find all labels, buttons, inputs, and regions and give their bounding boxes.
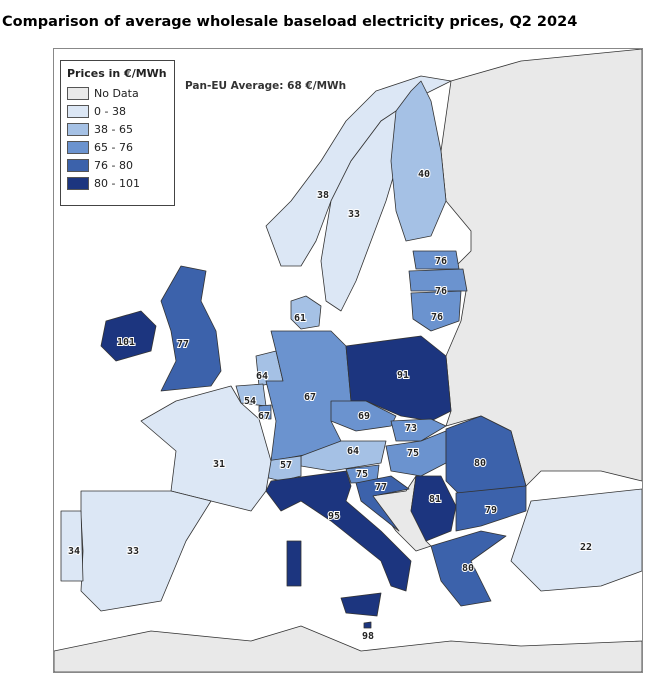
- label-poland: 91: [397, 370, 409, 381]
- country-labels: 38 33 40 76 76 76 61 101 77 64 54 67 67 …: [67, 168, 593, 643]
- legend-swatch: [67, 140, 89, 154]
- country-czechia: [330, 400, 397, 432]
- country-serbia: [410, 475, 457, 542]
- legend-label: 80 - 101: [94, 176, 140, 190]
- country-italy: [340, 592, 382, 617]
- label-lithuania: 76: [431, 312, 443, 323]
- legend-swatch: [67, 104, 89, 118]
- country-malta: [363, 621, 372, 629]
- label-france: 31: [213, 459, 225, 470]
- label-turkey: 22: [580, 542, 592, 553]
- no-data-land-east: [440, 49, 642, 487]
- country-portugal: [60, 510, 84, 582]
- europe-map: 38 33 40 76 76 76 61 101 77 64 54 67 67 …: [54, 49, 642, 672]
- country-denmark: [290, 295, 322, 330]
- country-ireland: [100, 310, 157, 362]
- label-netherlands: 64: [256, 371, 268, 382]
- label-austria: 64: [347, 446, 359, 457]
- legend-swatch: [67, 122, 89, 136]
- country-lithuania: [410, 290, 462, 332]
- country-sweden: [320, 110, 402, 312]
- legend-item-80-101: 80 - 101: [67, 174, 168, 192]
- label-luxembourg: 67: [258, 411, 270, 422]
- label-czechia: 69: [358, 411, 370, 422]
- label-sweden: 33: [348, 209, 360, 220]
- label-ireland: 101: [117, 337, 135, 348]
- country-france: [140, 385, 272, 512]
- legend-label: 76 - 80: [94, 158, 133, 172]
- legend-label: 0 - 38: [94, 104, 126, 118]
- map-title: Comparison of average wholesale baseload…: [2, 14, 578, 30]
- label-uk: 77: [177, 339, 189, 350]
- legend-item-0-38: 0 - 38: [67, 102, 168, 120]
- label-serbia: 81: [429, 494, 441, 505]
- country-latvia: [408, 268, 468, 292]
- legend-item-76-80: 76 - 80: [67, 156, 168, 174]
- legend-title: Prices in €/MWh: [67, 67, 167, 80]
- label-slovenia: 75: [356, 469, 368, 480]
- country-luxembourg: [258, 404, 272, 420]
- label-switzerland: 57: [280, 460, 292, 471]
- country-slovakia: [390, 418, 447, 442]
- country-greece: [430, 530, 507, 607]
- country-uk: [160, 265, 222, 392]
- legend-swatch: [67, 176, 89, 190]
- legend-swatch: [67, 158, 89, 172]
- label-hungary: 75: [407, 448, 419, 459]
- map-frame: 38 33 40 76 76 76 61 101 77 64 54 67 67 …: [53, 48, 643, 673]
- label-greece: 80: [462, 563, 474, 574]
- legend-label: No Data: [94, 86, 139, 100]
- pan-eu-average: Pan-EU Average: 68 €/MWh: [185, 80, 347, 92]
- label-belgium: 54: [244, 396, 256, 407]
- country-italy: [286, 540, 302, 587]
- label-estonia: 76: [435, 256, 447, 267]
- label-malta: 98: [362, 631, 374, 642]
- country-finland: [390, 80, 447, 242]
- label-germany: 67: [304, 392, 316, 403]
- no-data-land-africa: [54, 625, 642, 672]
- label-latvia: 76: [435, 286, 447, 297]
- legend-swatch: [67, 86, 89, 100]
- country-croatia: [355, 475, 410, 532]
- legend-label: 65 - 76: [94, 140, 133, 154]
- country-italy: [265, 470, 412, 592]
- label-romania: 80: [474, 458, 486, 469]
- label-italy: 95: [328, 511, 340, 522]
- country-spain: [80, 490, 212, 612]
- country-bulgaria: [455, 485, 527, 532]
- label-bulgaria: 79: [485, 505, 497, 516]
- legend-label: 38 - 65: [94, 122, 133, 136]
- legend: Prices in €/MWh No Data 0 - 38 38 - 65 6…: [60, 60, 175, 206]
- legend-item-no-data: No Data: [67, 84, 168, 102]
- label-croatia: 77: [375, 482, 387, 493]
- label-portugal: 34: [68, 546, 80, 557]
- label-slovakia: 73: [405, 423, 417, 434]
- label-norway: 38: [317, 190, 329, 201]
- label-finland: 40: [418, 169, 430, 180]
- label-denmark: 61: [294, 313, 306, 324]
- country-turkey: [510, 488, 642, 592]
- legend-item-65-76: 65 - 76: [67, 138, 168, 156]
- label-spain: 33: [127, 546, 139, 557]
- legend-item-38-65: 38 - 65: [67, 120, 168, 138]
